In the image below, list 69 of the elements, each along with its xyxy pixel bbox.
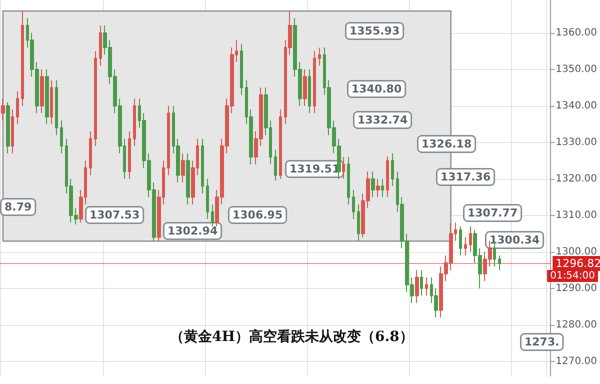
annotation: 1302.94 xyxy=(168,224,218,238)
candlestick xyxy=(313,50,316,114)
candlestick xyxy=(459,226,462,256)
candlestick xyxy=(371,171,375,198)
y-tick-label: 1310.00 xyxy=(556,210,598,221)
annotation: 1307.77 xyxy=(468,206,518,220)
candlestick xyxy=(40,68,44,114)
y-tick-label: 1330.00 xyxy=(556,136,598,148)
y-tick-label: 1280.00 xyxy=(556,319,598,330)
candlestick xyxy=(94,50,97,147)
candlestick xyxy=(11,109,14,154)
annotation: 8.79 xyxy=(4,200,32,214)
annotation: 1317.36 xyxy=(440,170,491,184)
annotation: 1332.74 xyxy=(358,114,408,126)
candlestick xyxy=(16,90,19,125)
candlestick xyxy=(279,109,282,180)
candlestick xyxy=(274,149,277,182)
candlestick xyxy=(415,270,419,304)
annotation: 1355.93 xyxy=(350,24,400,38)
candlestick xyxy=(498,255,501,271)
candlestick xyxy=(55,80,58,136)
annotation: 1306.95 xyxy=(232,208,283,222)
y-tick-label: 1360.00 xyxy=(556,27,598,38)
annotation: 1340.80 xyxy=(352,82,402,96)
candlestick xyxy=(391,152,394,187)
candlestick xyxy=(386,156,389,198)
candlestick xyxy=(420,270,423,296)
candlestick xyxy=(128,130,131,180)
candlestick xyxy=(133,98,136,147)
text: （黄金4H）高空看跌未从改变（6.8） xyxy=(170,328,414,345)
candlestick xyxy=(99,25,102,66)
ref-line-label: 1296.82 xyxy=(556,256,600,270)
y-tick-label: 1290.00 xyxy=(556,282,598,294)
candlestick xyxy=(425,276,428,296)
candlestick xyxy=(357,204,360,242)
candlestick xyxy=(352,189,355,220)
y-tick-label: 1340.00 xyxy=(556,100,598,112)
candlestick xyxy=(21,10,24,106)
candlestick xyxy=(201,138,204,194)
y-tick-label: 1320.00 xyxy=(556,173,598,184)
candlestick xyxy=(45,68,49,125)
candlestick xyxy=(60,120,63,154)
candlestick xyxy=(206,178,209,220)
candlestick xyxy=(308,68,311,114)
candlestick xyxy=(89,130,92,176)
candlestick xyxy=(167,105,170,176)
candlestick xyxy=(464,236,467,256)
annotation: 01:54:00 xyxy=(550,270,596,282)
y-tick-label: 1300.00 xyxy=(556,246,598,258)
annotation: 1300.34 xyxy=(490,234,540,246)
candlestick xyxy=(376,178,380,198)
y-tick-label: 1270.00 xyxy=(556,356,598,367)
candlestick xyxy=(181,152,185,184)
y-tick-label: 1350.00 xyxy=(556,64,598,75)
candlestick xyxy=(303,68,307,106)
candlestick xyxy=(186,152,190,205)
candlestick xyxy=(347,156,350,205)
candlestick xyxy=(50,80,53,125)
candlestick xyxy=(211,204,214,228)
candlestick xyxy=(469,226,472,252)
candlestick xyxy=(1,98,5,121)
annotation: 1273. xyxy=(524,336,560,348)
candlestick xyxy=(381,178,384,198)
candlestick xyxy=(240,43,243,96)
candlestick xyxy=(6,102,10,154)
candlestick xyxy=(342,156,345,180)
candlestick xyxy=(318,47,321,66)
annotation: 1307.53 xyxy=(90,208,140,222)
annotation: 1326.18 xyxy=(422,138,472,150)
